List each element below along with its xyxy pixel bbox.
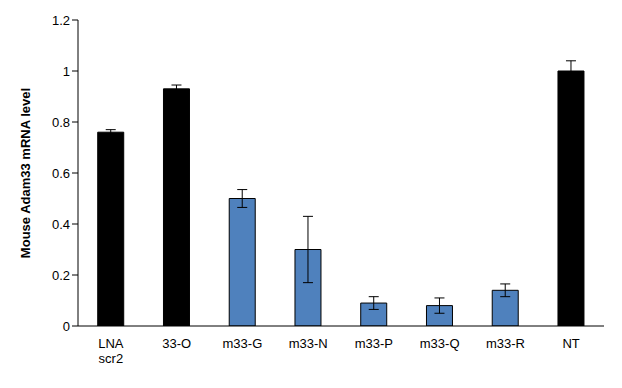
svg-text:0.4: 0.4	[52, 217, 70, 232]
svg-text:0: 0	[63, 319, 70, 334]
svg-text:Mouse Adam33 mRNA level: Mouse Adam33 mRNA level	[18, 88, 33, 258]
svg-text:NT: NT	[562, 336, 579, 351]
svg-text:1: 1	[63, 64, 70, 79]
svg-text:0.2: 0.2	[52, 268, 70, 283]
svg-text:m33-P: m33-P	[355, 336, 393, 351]
svg-text:m33-R: m33-R	[486, 336, 525, 351]
svg-text:33-O: 33-O	[162, 336, 191, 351]
svg-text:m33-Q: m33-Q	[420, 336, 460, 351]
svg-text:0.6: 0.6	[52, 166, 70, 181]
svg-text:0.8: 0.8	[52, 115, 70, 130]
svg-text:1.2: 1.2	[52, 13, 70, 28]
svg-text:m33-G: m33-G	[223, 336, 263, 351]
svg-text:m33-N: m33-N	[289, 336, 328, 351]
svg-text:LNAscr2: LNAscr2	[98, 336, 124, 366]
